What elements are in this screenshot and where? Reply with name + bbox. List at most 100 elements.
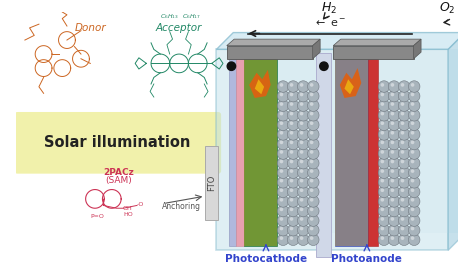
Circle shape bbox=[310, 198, 313, 202]
Text: Photocathode: Photocathode bbox=[225, 254, 307, 264]
Circle shape bbox=[310, 102, 313, 106]
Circle shape bbox=[381, 131, 384, 135]
Text: Donor: Donor bbox=[74, 23, 106, 33]
Circle shape bbox=[409, 109, 420, 121]
Circle shape bbox=[298, 148, 309, 159]
Circle shape bbox=[398, 234, 410, 245]
Circle shape bbox=[378, 109, 390, 121]
Circle shape bbox=[410, 140, 414, 144]
Circle shape bbox=[308, 81, 319, 92]
Circle shape bbox=[308, 224, 319, 236]
Bar bbox=[333, 46, 414, 59]
Bar bbox=[368, 59, 378, 246]
Bar bbox=[317, 53, 331, 257]
Circle shape bbox=[280, 227, 283, 230]
Circle shape bbox=[388, 205, 400, 217]
Circle shape bbox=[310, 188, 313, 192]
Circle shape bbox=[409, 157, 420, 169]
Circle shape bbox=[381, 150, 384, 154]
Circle shape bbox=[277, 205, 289, 217]
Circle shape bbox=[409, 129, 420, 140]
Circle shape bbox=[308, 109, 319, 121]
Circle shape bbox=[388, 186, 400, 198]
Text: -O: -O bbox=[137, 202, 145, 207]
Circle shape bbox=[410, 112, 414, 116]
Circle shape bbox=[298, 129, 309, 140]
Polygon shape bbox=[227, 39, 320, 46]
Circle shape bbox=[287, 205, 299, 217]
Circle shape bbox=[378, 90, 390, 102]
Circle shape bbox=[298, 196, 309, 207]
Circle shape bbox=[378, 215, 390, 226]
Circle shape bbox=[401, 112, 404, 116]
Circle shape bbox=[381, 140, 384, 144]
Circle shape bbox=[401, 160, 404, 163]
Circle shape bbox=[300, 112, 303, 116]
Circle shape bbox=[300, 169, 303, 173]
Circle shape bbox=[401, 140, 404, 144]
Circle shape bbox=[398, 90, 410, 102]
Circle shape bbox=[409, 148, 420, 159]
Circle shape bbox=[280, 169, 283, 173]
Bar bbox=[245, 59, 277, 246]
Circle shape bbox=[280, 112, 283, 116]
Circle shape bbox=[401, 83, 404, 87]
Circle shape bbox=[409, 167, 420, 179]
Circle shape bbox=[280, 102, 283, 106]
Circle shape bbox=[277, 138, 289, 150]
Circle shape bbox=[287, 234, 299, 245]
Circle shape bbox=[388, 129, 400, 140]
Text: Photoanode: Photoanode bbox=[331, 254, 402, 264]
Circle shape bbox=[290, 160, 293, 163]
Text: (SAM): (SAM) bbox=[105, 176, 132, 185]
Text: $H_2$: $H_2$ bbox=[320, 1, 337, 16]
Circle shape bbox=[308, 205, 319, 217]
Circle shape bbox=[277, 100, 289, 112]
Circle shape bbox=[378, 148, 390, 159]
Circle shape bbox=[398, 81, 410, 92]
Circle shape bbox=[300, 188, 303, 192]
Bar bbox=[236, 59, 245, 246]
Circle shape bbox=[391, 93, 394, 96]
Circle shape bbox=[308, 119, 319, 131]
Circle shape bbox=[381, 160, 384, 163]
Circle shape bbox=[410, 83, 414, 87]
Circle shape bbox=[378, 205, 390, 217]
Circle shape bbox=[300, 83, 303, 87]
Circle shape bbox=[398, 224, 410, 236]
Bar bbox=[217, 49, 448, 250]
Circle shape bbox=[410, 217, 414, 221]
Circle shape bbox=[388, 109, 400, 121]
Circle shape bbox=[310, 131, 313, 135]
Circle shape bbox=[391, 198, 394, 202]
Circle shape bbox=[401, 169, 404, 173]
Polygon shape bbox=[217, 33, 465, 49]
Circle shape bbox=[378, 157, 390, 169]
Circle shape bbox=[300, 93, 303, 96]
Circle shape bbox=[300, 160, 303, 163]
Circle shape bbox=[409, 234, 420, 245]
Circle shape bbox=[280, 188, 283, 192]
Circle shape bbox=[401, 236, 404, 240]
Circle shape bbox=[287, 167, 299, 179]
Circle shape bbox=[287, 215, 299, 226]
Circle shape bbox=[310, 179, 313, 183]
Circle shape bbox=[280, 160, 283, 163]
Circle shape bbox=[378, 234, 390, 245]
Circle shape bbox=[381, 169, 384, 173]
Circle shape bbox=[388, 167, 400, 179]
Circle shape bbox=[300, 140, 303, 144]
Circle shape bbox=[381, 121, 384, 125]
Circle shape bbox=[378, 167, 390, 179]
Circle shape bbox=[378, 224, 390, 236]
Circle shape bbox=[298, 138, 309, 150]
Circle shape bbox=[290, 236, 293, 240]
Circle shape bbox=[378, 129, 390, 140]
Circle shape bbox=[277, 234, 289, 245]
Text: $\leftarrow$ e$^-$: $\leftarrow$ e$^-$ bbox=[313, 18, 346, 29]
Text: P=O: P=O bbox=[91, 214, 105, 219]
Circle shape bbox=[280, 207, 283, 211]
Circle shape bbox=[287, 157, 299, 169]
Circle shape bbox=[310, 207, 313, 211]
Circle shape bbox=[409, 196, 420, 207]
